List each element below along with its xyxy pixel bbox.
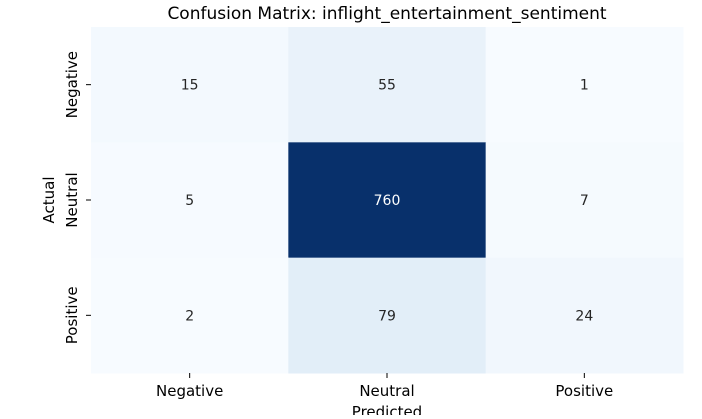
- heatmap-cell-label: 24: [575, 308, 593, 324]
- heatmap-cell-label: 760: [374, 193, 401, 209]
- x-tick-label: Negative: [156, 382, 223, 400]
- x-tick-label: Neutral: [359, 382, 414, 400]
- heatmap-cells: [91, 27, 684, 374]
- heatmap-cell: [288, 257, 487, 374]
- heatmap-cell-label: 55: [378, 78, 396, 94]
- chart-title: Confusion Matrix: inflight_entertainment…: [167, 4, 606, 24]
- heatmap-cell-label: 1: [580, 78, 589, 94]
- heatmap-cell: [288, 142, 487, 259]
- x-axis: Negative Neutral Positive: [156, 372, 613, 400]
- heatmap-cell: [485, 142, 684, 259]
- x-axis-label: Predicted: [352, 403, 422, 415]
- heatmap-cell-label: 79: [378, 308, 396, 324]
- heatmap-cell-label: 15: [181, 78, 199, 94]
- heatmap-cell: [485, 27, 684, 143]
- heatmap-cell-labels: 15 55 15 760 72 79 24: [181, 78, 594, 325]
- y-axis: Negative Neutral Positive: [63, 51, 91, 344]
- heatmap-cell: [91, 257, 289, 374]
- heatmap-cell: [91, 142, 289, 259]
- heatmap-cell: [288, 27, 487, 143]
- y-tick-label: Negative: [63, 51, 81, 118]
- heatmap-cell-label: 2: [185, 308, 194, 324]
- heatmap-cell-label: 5: [185, 193, 194, 209]
- y-tick-label: Positive: [63, 286, 81, 344]
- heatmap-cell: [485, 257, 684, 374]
- y-axis-label: Actual: [40, 177, 58, 224]
- x-tick-label: Positive: [555, 382, 613, 400]
- y-tick-label: Neutral: [63, 172, 81, 227]
- heatmap-cell: [91, 27, 289, 143]
- heatmap-cell-label: 7: [580, 193, 589, 209]
